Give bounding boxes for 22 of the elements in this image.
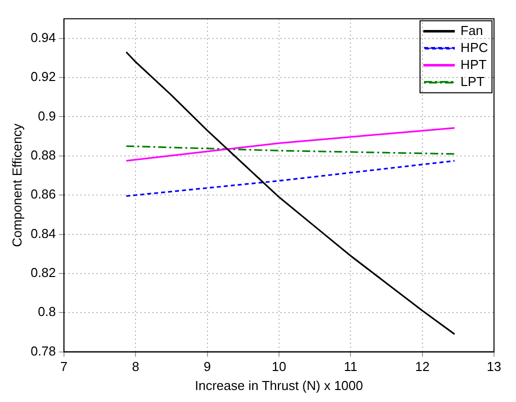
y-tick-label: 0.88 — [30, 147, 56, 162]
y-tick-label: 0.9 — [38, 108, 56, 124]
y-tick-label: 0.92 — [30, 69, 56, 84]
y-tick-label: 0.82 — [30, 265, 56, 280]
legend-label: Fan — [460, 22, 483, 38]
legend-label: LPT — [460, 74, 484, 89]
y-tick-label: 0.78 — [30, 343, 56, 358]
legend-label: HPC — [460, 40, 488, 55]
x-tick-label: 10 — [272, 359, 286, 374]
y-axis-title: Component Efficency — [9, 123, 24, 247]
x-axis-title: Increase in Thrust (N) x 1000 — [194, 378, 364, 393]
legend-label: HPT — [460, 56, 487, 72]
x-tick-label: 11 — [344, 359, 358, 374]
y-tick-label: 0.94 — [30, 30, 56, 45]
y-tick-label: 0.86 — [30, 186, 56, 202]
x-tick-label: 12 — [415, 359, 430, 374]
x-tick-label: 7 — [60, 359, 68, 374]
y-tick-label: 0.84 — [30, 226, 56, 241]
x-tick-label: 9 — [204, 359, 211, 374]
x-tick-label: 13 — [486, 359, 502, 374]
x-tick-label: 8 — [132, 359, 140, 374]
y-tick-label: 0.8 — [38, 304, 56, 320]
